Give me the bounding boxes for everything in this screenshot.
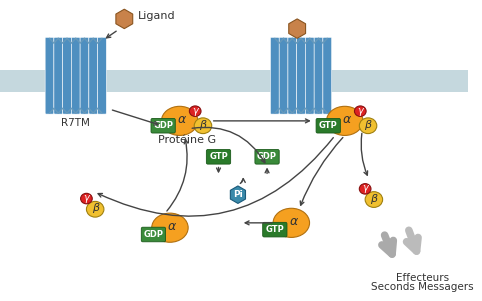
Ellipse shape — [80, 193, 92, 204]
FancyBboxPatch shape — [270, 37, 279, 114]
Text: GTP: GTP — [319, 121, 337, 130]
Text: α: α — [343, 113, 351, 126]
FancyBboxPatch shape — [255, 150, 279, 164]
FancyBboxPatch shape — [97, 37, 107, 114]
FancyBboxPatch shape — [63, 37, 71, 114]
Ellipse shape — [365, 192, 383, 207]
FancyBboxPatch shape — [316, 119, 340, 133]
FancyBboxPatch shape — [279, 37, 288, 114]
Polygon shape — [230, 186, 245, 203]
Ellipse shape — [161, 106, 198, 135]
FancyBboxPatch shape — [45, 37, 54, 114]
Ellipse shape — [152, 213, 188, 242]
Text: GTP: GTP — [266, 225, 284, 234]
FancyBboxPatch shape — [306, 37, 314, 114]
Text: R7TM: R7TM — [61, 118, 90, 128]
FancyBboxPatch shape — [151, 119, 175, 133]
Text: α: α — [177, 113, 186, 126]
FancyBboxPatch shape — [89, 37, 97, 114]
Ellipse shape — [194, 118, 212, 134]
FancyBboxPatch shape — [297, 37, 306, 114]
Text: Pi: Pi — [233, 190, 243, 199]
Ellipse shape — [326, 106, 363, 135]
Text: β: β — [200, 120, 206, 130]
Ellipse shape — [359, 184, 371, 194]
FancyBboxPatch shape — [54, 37, 63, 114]
Text: Effecteurs: Effecteurs — [396, 273, 449, 283]
Text: α: α — [289, 216, 297, 228]
FancyBboxPatch shape — [288, 37, 297, 114]
Text: γ: γ — [192, 106, 198, 116]
FancyBboxPatch shape — [314, 37, 323, 114]
Polygon shape — [116, 9, 133, 29]
Text: Ligand: Ligand — [138, 11, 175, 21]
Text: Protéine G: Protéine G — [159, 135, 216, 145]
Text: β: β — [370, 194, 377, 203]
Text: γ: γ — [83, 193, 89, 203]
Ellipse shape — [354, 106, 366, 116]
Text: GTP: GTP — [209, 152, 228, 161]
Bar — [0, 70, 468, 92]
FancyBboxPatch shape — [206, 150, 231, 164]
FancyBboxPatch shape — [263, 222, 287, 237]
Ellipse shape — [86, 201, 104, 217]
Text: γ: γ — [358, 106, 363, 116]
Text: γ: γ — [362, 183, 368, 193]
Text: GDP: GDP — [153, 121, 173, 130]
Polygon shape — [289, 19, 306, 38]
Text: GDP: GDP — [144, 230, 163, 239]
FancyBboxPatch shape — [71, 37, 80, 114]
Ellipse shape — [359, 118, 377, 134]
Text: GDP: GDP — [257, 152, 277, 161]
FancyBboxPatch shape — [80, 37, 89, 114]
FancyBboxPatch shape — [323, 37, 332, 114]
Ellipse shape — [189, 106, 201, 116]
Text: β: β — [364, 120, 372, 130]
Text: Seconds Messagers: Seconds Messagers — [371, 282, 474, 292]
FancyBboxPatch shape — [141, 227, 166, 242]
Text: α: α — [168, 220, 176, 233]
Ellipse shape — [273, 208, 309, 237]
Text: β: β — [92, 203, 99, 213]
